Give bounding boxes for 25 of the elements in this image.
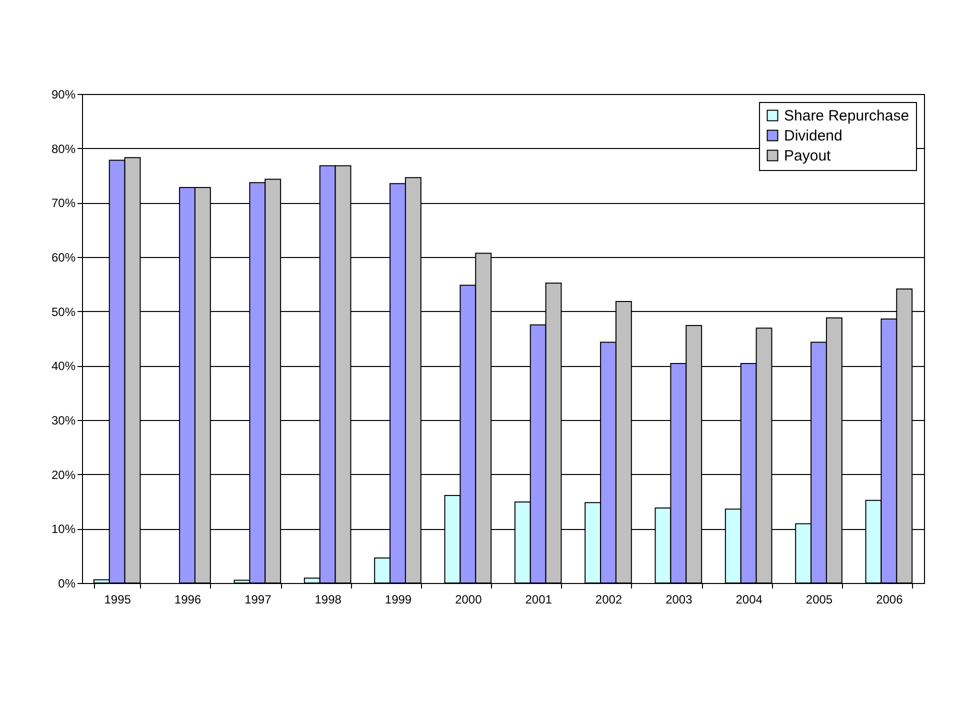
y-tick-label: 10% — [51, 522, 76, 536]
x-tick-label: 2004 — [736, 592, 763, 606]
x-tick-label: 1997 — [244, 592, 272, 606]
y-tick-label: 60% — [51, 250, 76, 264]
x-tick-label: 1999 — [384, 592, 412, 606]
y-tick-label: 50% — [51, 304, 76, 319]
y-tick-label: 20% — [51, 468, 76, 482]
y-tick-label: 40% — [51, 359, 76, 374]
y-tick-label: 90% — [51, 88, 76, 102]
x-tick-label: 1995 — [104, 592, 132, 606]
x-tick-label: 2000 — [455, 592, 482, 606]
y-tick-label: 80% — [51, 142, 76, 156]
x-tick-label: 1998 — [314, 592, 342, 606]
y-tick-label: 0% — [58, 576, 76, 590]
x-tick-label: 2002 — [595, 592, 622, 606]
y-tick-label: 30% — [51, 414, 76, 428]
x-tick-label: 1996 — [174, 592, 202, 606]
legend-label: Dividend — [784, 128, 842, 144]
legend-label: Share Repurchase — [784, 108, 910, 124]
y-tick-label: 70% — [51, 196, 76, 210]
legend-label: Payout — [784, 148, 832, 164]
x-tick-label: 2006 — [876, 592, 904, 606]
x-tick-label: 2003 — [666, 592, 693, 606]
x-tick-label: 2001 — [525, 592, 552, 606]
x-tick-label: 2005 — [806, 592, 833, 606]
